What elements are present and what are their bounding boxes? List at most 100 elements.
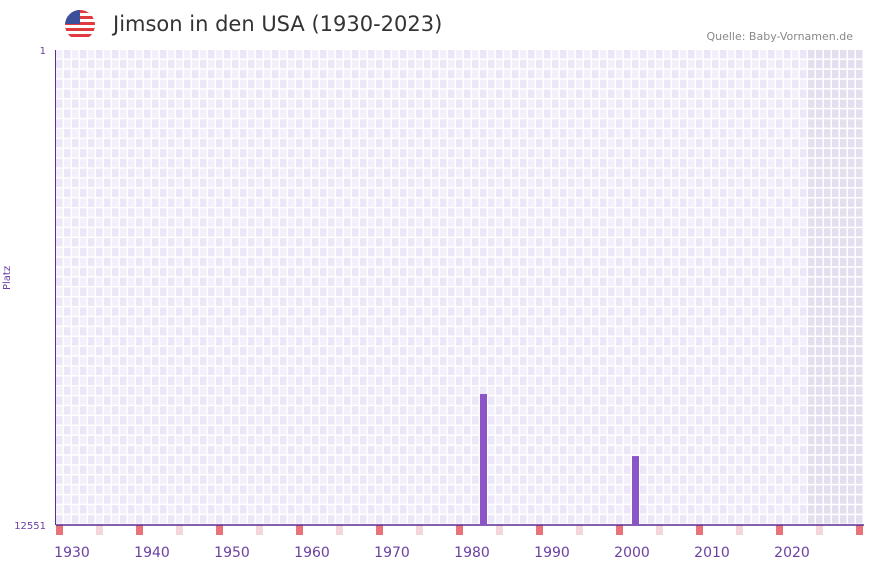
grid-cell (144, 198, 151, 207)
grid-cell (368, 406, 375, 415)
grid-cell (256, 515, 263, 524)
grid-cell (560, 317, 567, 326)
grid-cell (728, 426, 735, 435)
grid-cell (512, 119, 519, 128)
grid-cell (856, 109, 863, 118)
grid-cell (712, 119, 719, 128)
grid-cell (360, 267, 367, 277)
grid-cell (208, 99, 215, 108)
grid-cell (328, 228, 335, 237)
grid-cell (576, 139, 583, 148)
grid-cell (792, 178, 799, 188)
grid-cell (712, 50, 719, 59)
grid-cell (592, 287, 599, 296)
grid-cell (208, 168, 215, 178)
grid-cell (496, 455, 503, 465)
grid-cell (552, 317, 559, 326)
grid-cell (528, 327, 535, 336)
grid-cell (824, 208, 831, 217)
grid-cell (280, 119, 287, 128)
grid-cell (744, 515, 751, 524)
grid-cell (544, 79, 551, 89)
grid-cell (544, 59, 551, 69)
grid-cell (160, 218, 167, 227)
grid-cell (264, 287, 271, 296)
grid-cell (480, 336, 487, 346)
grid-cell (272, 416, 279, 425)
grid-cell (664, 515, 671, 524)
grid-cell (344, 445, 351, 455)
grid-cell (616, 495, 623, 504)
grid-cell (240, 297, 247, 306)
grid-cell (520, 59, 527, 69)
grid-cell (256, 297, 263, 306)
grid-cell (808, 79, 815, 89)
grid-cell (264, 119, 271, 128)
grid-cell (664, 129, 671, 138)
grid-cell (792, 396, 799, 405)
grid-cell (368, 455, 375, 465)
grid-cell (640, 139, 647, 148)
grid-cell (832, 50, 839, 59)
grid-cell (328, 505, 335, 514)
grid-cell (160, 50, 167, 59)
grid-cell (56, 129, 63, 138)
grid-cell (656, 218, 663, 227)
grid-cell (672, 327, 679, 336)
grid-cell (640, 445, 647, 455)
grid-cell (384, 465, 391, 475)
grid-cell (848, 495, 855, 504)
grid-cell (424, 366, 431, 376)
grid-cell (216, 455, 223, 465)
grid-cell (808, 139, 815, 148)
grid-cell (408, 485, 415, 494)
grid-cell (256, 119, 263, 128)
grid-cell (296, 455, 303, 465)
grid-cell (216, 317, 223, 326)
grid-cell (728, 168, 735, 178)
grid-cell (152, 445, 159, 455)
grid-cell (400, 445, 407, 455)
grid-cell (408, 198, 415, 207)
grid-cell (56, 158, 63, 168)
grid-cell (464, 505, 471, 514)
grid-cell (240, 505, 247, 514)
grid-cell (536, 178, 543, 188)
grid-cell (736, 386, 743, 395)
grid-cell (288, 148, 295, 158)
grid-cell (632, 257, 639, 267)
grid-cell (464, 515, 471, 524)
grid-cell (688, 406, 695, 415)
grid-cell (792, 406, 799, 415)
grid-cell (832, 247, 839, 257)
grid-cell (464, 238, 471, 247)
grid-cell (848, 119, 855, 128)
grid-cell (752, 336, 759, 346)
grid-cell (160, 277, 167, 286)
grid-cell (584, 188, 591, 197)
grid-cell (168, 109, 175, 118)
grid-cell (192, 218, 199, 227)
grid-cell (648, 247, 655, 257)
grid-cell (192, 69, 199, 79)
grid-cell (768, 505, 775, 514)
grid-cell (624, 267, 631, 277)
grid-cell (640, 50, 647, 59)
grid-cell (104, 366, 111, 376)
grid-cell (352, 435, 359, 445)
grid-cell (832, 158, 839, 168)
grid-cell (600, 475, 607, 484)
grid-cell (128, 198, 135, 207)
grid-cell (800, 386, 807, 395)
grid-cell (544, 218, 551, 227)
grid-cell (688, 99, 695, 108)
grid-cell (696, 386, 703, 395)
grid-cell (712, 416, 719, 425)
grid-cell (280, 485, 287, 494)
source-link[interactable]: Quelle: Baby-Vornamen.de (706, 30, 853, 43)
grid-cell (192, 356, 199, 366)
grid-cell (536, 396, 543, 405)
grid-cell (232, 475, 239, 484)
grid-cell (720, 495, 727, 504)
grid-cell (624, 485, 631, 494)
